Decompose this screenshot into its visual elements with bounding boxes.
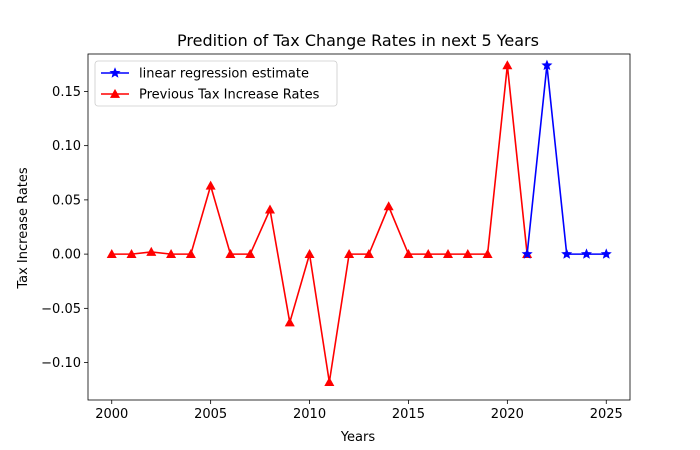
x-tick-label: 2025 xyxy=(590,407,623,422)
legend-box xyxy=(94,60,338,107)
y-tick-label: 0.00 xyxy=(52,248,81,263)
x-tick-label: 2015 xyxy=(392,407,425,422)
x-tick-label: 2005 xyxy=(194,407,227,422)
chart-title: Predition of Tax Change Rates in next 5 … xyxy=(177,31,539,50)
legend-marker-previous-tax-increase-rates xyxy=(109,88,121,98)
data-point-previous-tax-increase-rates xyxy=(284,317,295,327)
x-tick-label: 2020 xyxy=(491,407,524,422)
data-point-previous-tax-increase-rates xyxy=(324,376,335,387)
series-line-previous-tax-increase-rates xyxy=(111,65,528,383)
legend: linear regression estimate Previous Tax I… xyxy=(94,60,338,107)
data-point-previous-tax-increase-rates xyxy=(383,201,394,211)
data-point-previous-tax-increase-rates xyxy=(185,248,196,259)
data-point-linear-regression-estimate xyxy=(580,248,593,259)
data-point-previous-tax-increase-rates xyxy=(205,180,216,190)
data-point-previous-tax-increase-rates xyxy=(146,246,157,256)
y-tick-label: 0.10 xyxy=(52,139,81,154)
data-point-linear-regression-estimate xyxy=(561,248,573,259)
y-tick-label: −0.10 xyxy=(41,356,81,371)
legend-label-previous-tax-increase-rates: Previous Tax Increase Rates xyxy=(139,88,320,103)
data-point-previous-tax-increase-rates xyxy=(344,248,355,259)
x-axis-label: Years xyxy=(340,430,376,445)
data-point-previous-tax-increase-rates xyxy=(126,248,137,259)
data-point-previous-tax-increase-rates xyxy=(106,248,117,259)
data-point-previous-tax-increase-rates xyxy=(225,248,236,259)
data-point-linear-regression-estimate xyxy=(541,59,553,71)
data-point-previous-tax-increase-rates xyxy=(462,248,473,259)
data-point-previous-tax-increase-rates xyxy=(423,248,434,259)
data-point-previous-tax-increase-rates xyxy=(403,248,414,259)
legend-label-linear-regression-estimate: linear regression estimate xyxy=(139,67,309,82)
y-tick-label: −0.05 xyxy=(41,302,81,317)
x-tick-label: 2000 xyxy=(95,407,128,422)
data-point-previous-tax-increase-rates xyxy=(264,204,275,214)
data-point-previous-tax-increase-rates xyxy=(502,60,513,70)
data-point-previous-tax-increase-rates xyxy=(166,248,177,259)
data-point-linear-regression-estimate xyxy=(600,248,612,259)
axes-frame xyxy=(87,53,631,401)
plot-area: 2000 2005 2010 2015 2020 2025 −0.10 −0.05 0.00 0.… xyxy=(41,53,631,422)
legend-marker-linear-regression-estimate xyxy=(109,67,121,78)
data-point-previous-tax-increase-rates xyxy=(443,248,454,259)
data-point-linear-regression-estimate xyxy=(521,248,533,259)
data-point-previous-tax-increase-rates xyxy=(482,248,493,259)
data-point-previous-tax-increase-rates xyxy=(363,248,374,259)
x-tick-label: 2010 xyxy=(293,407,326,422)
data-point-previous-tax-increase-rates xyxy=(304,248,315,259)
data-point-previous-tax-increase-rates xyxy=(245,248,256,259)
y-tick-label: 0.15 xyxy=(52,85,81,100)
y-axis-label: Tax Increase Rates xyxy=(16,167,31,290)
y-tick-label: 0.05 xyxy=(52,193,81,208)
